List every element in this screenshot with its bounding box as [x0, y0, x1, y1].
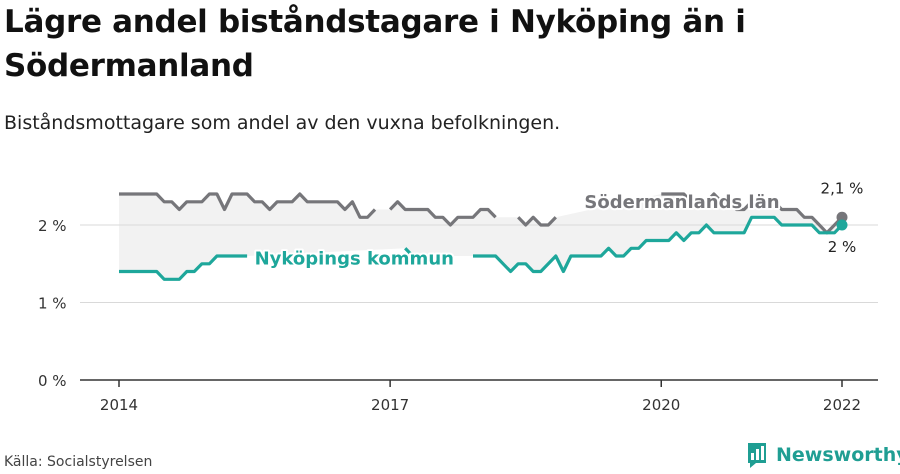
brand-name: Newsworthy [776, 444, 900, 466]
newsworthy-logo-icon [748, 443, 766, 468]
series-line-kommun [119, 254, 248, 281]
chart-title: Lägre andel biståndstagare i Nyköping än… [4, 4, 746, 84]
y-tick-label: 0 % [38, 372, 67, 390]
chart-labels: Södermanlands län Nyköpings kommun 2,1 % 2 … [253, 179, 864, 271]
x-tick-label: 2022 [823, 396, 861, 414]
x-tick-label: 2017 [371, 396, 409, 414]
end-point-kommun [836, 219, 848, 231]
series-line-lan [119, 192, 377, 219]
chart-subtitle: Biståndsmottagare som andel av den vuxna… [4, 112, 561, 134]
series-label: Nyköpings kommun [255, 249, 454, 270]
series-line-lan [517, 215, 557, 227]
y-tick-label: 2 % [38, 217, 67, 235]
series-line-lan [388, 200, 497, 227]
series-line-lan [661, 192, 844, 235]
gridlines: 0 % 1 % 2 % [38, 217, 878, 390]
series-line-kommun [473, 215, 844, 274]
source-note: Källa: Socialstyrelsen [4, 454, 153, 470]
range-band [119, 194, 842, 280]
end-point-lan [836, 211, 848, 223]
x-tick-label: 2014 [100, 396, 138, 414]
end-value-label: 2,1 % [821, 179, 864, 197]
y-tick-label: 1 % [38, 295, 67, 313]
series-label: Södermanlands län [584, 192, 779, 213]
x-tick-label: 2020 [642, 396, 680, 414]
series-gap-band [119, 194, 842, 280]
series-line-kommun [404, 247, 414, 258]
end-value-label: 2 % [828, 238, 857, 256]
series-lines [119, 192, 848, 281]
newsworthy-logo: Newsworthy [746, 441, 900, 469]
x-axis: 2014 2017 2020 2022 [80, 379, 878, 414]
